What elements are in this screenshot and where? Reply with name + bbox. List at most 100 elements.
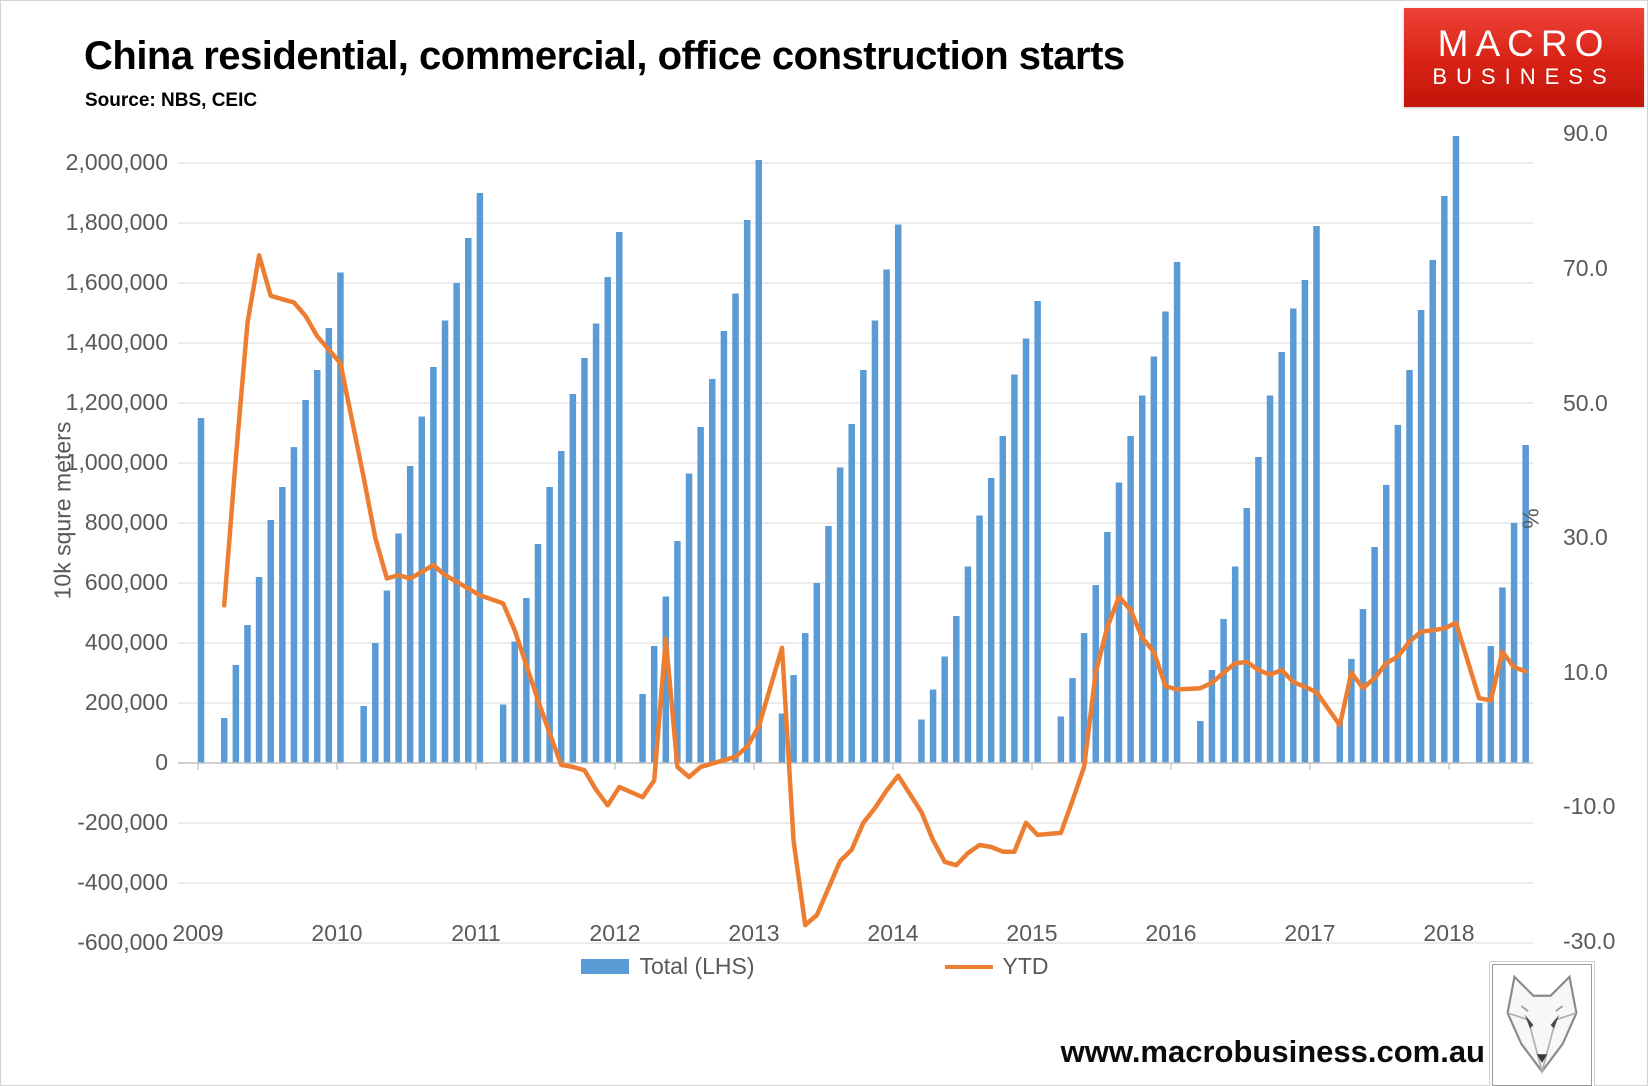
y-left-tick-label: -400,000 bbox=[77, 869, 168, 895]
total-bar bbox=[465, 238, 472, 763]
total-bar bbox=[732, 293, 739, 763]
total-bar bbox=[894, 224, 902, 763]
total-bar bbox=[313, 370, 321, 763]
total-bar bbox=[1475, 703, 1483, 763]
y-right-tick-label: -10.0 bbox=[1563, 793, 1616, 820]
y-left-tick-label: 200,000 bbox=[84, 689, 168, 715]
x-axis-year-label: 2018 bbox=[1423, 920, 1475, 946]
x-axis-year-label: 2012 bbox=[589, 920, 641, 946]
total-bar bbox=[1266, 395, 1274, 763]
total-bar bbox=[871, 320, 879, 763]
total-bar bbox=[1522, 445, 1529, 763]
y-left-tick-label: 1,800,000 bbox=[65, 209, 168, 235]
total-bar bbox=[709, 379, 716, 763]
total-bar bbox=[592, 323, 600, 763]
total-bar bbox=[1173, 262, 1181, 763]
y-left-tick-label: 400,000 bbox=[84, 629, 168, 655]
total-bar bbox=[848, 424, 855, 763]
total-bar bbox=[964, 566, 972, 763]
total-bar bbox=[674, 541, 681, 763]
total-bar bbox=[1115, 482, 1123, 763]
total-bar bbox=[1336, 721, 1344, 763]
x-axis-year-label: 2009 bbox=[172, 920, 224, 946]
total-bar bbox=[616, 232, 623, 763]
total-bar bbox=[825, 526, 832, 763]
y-right-tick-label: -30.0 bbox=[1563, 927, 1616, 954]
website-url: www.macrobusiness.com.au bbox=[1060, 1034, 1485, 1069]
total-bar bbox=[918, 719, 925, 763]
total-bar bbox=[1104, 532, 1111, 763]
total-bar bbox=[337, 272, 344, 763]
total-bar bbox=[883, 269, 890, 763]
total-bar bbox=[511, 641, 518, 763]
x-axis-year-label: 2016 bbox=[1145, 920, 1197, 946]
x-axis-year-label: 2014 bbox=[867, 920, 919, 946]
total-bar bbox=[1011, 374, 1018, 763]
total-bar bbox=[650, 646, 658, 763]
total-bar bbox=[279, 487, 286, 763]
total-bar bbox=[1127, 436, 1134, 763]
total-bar bbox=[372, 643, 379, 763]
legend-item-total: Total (LHS) bbox=[581, 953, 755, 980]
total-bar bbox=[685, 473, 693, 763]
total-bar bbox=[534, 544, 542, 763]
y-left-tick-label: 0 bbox=[155, 749, 168, 775]
total-bar bbox=[360, 706, 367, 763]
total-bar bbox=[941, 656, 948, 763]
total-bar bbox=[1255, 457, 1262, 763]
total-series-swatch bbox=[581, 959, 630, 974]
total-bar bbox=[557, 451, 565, 763]
total-bar bbox=[383, 590, 391, 763]
total-bar bbox=[476, 193, 484, 763]
total-bar bbox=[1313, 226, 1320, 763]
y-left-tick-label: 1,600,000 bbox=[65, 269, 168, 295]
fox-logo-box bbox=[1492, 964, 1592, 1086]
total-bar bbox=[1394, 424, 1402, 763]
total-bar bbox=[755, 160, 763, 763]
total-bar bbox=[662, 596, 670, 763]
total-bar bbox=[604, 277, 611, 763]
total-bar bbox=[1069, 678, 1076, 763]
y-left-tick-label: -600,000 bbox=[77, 929, 168, 955]
total-bar bbox=[1441, 196, 1448, 763]
y-left-tick-label: -200,000 bbox=[77, 809, 168, 835]
total-bar bbox=[1429, 259, 1436, 763]
source-note: Source: NBS, CEIC bbox=[85, 90, 258, 111]
total-bar bbox=[267, 520, 274, 763]
y-left-tick-label: 1,200,000 bbox=[65, 389, 168, 415]
y-left-tick-label: 600,000 bbox=[84, 569, 168, 595]
y-left-tick-label: 1,400,000 bbox=[65, 329, 168, 355]
logo-text-macro: MACRO bbox=[1437, 23, 1611, 65]
total-bar bbox=[801, 633, 809, 763]
fox-head-icon bbox=[1506, 974, 1578, 1075]
total-bar bbox=[453, 283, 460, 763]
total-bar bbox=[697, 427, 704, 763]
chart-title: China residential, commercial, office co… bbox=[84, 34, 1125, 78]
total-bar bbox=[929, 689, 937, 763]
ytd-line bbox=[221, 253, 1528, 928]
total-bar bbox=[1138, 395, 1146, 763]
total-bar bbox=[1022, 338, 1030, 763]
y-right-tick-label: 30.0 bbox=[1563, 524, 1608, 551]
total-bar bbox=[441, 320, 449, 763]
total-bar bbox=[1417, 310, 1425, 763]
total-bar bbox=[290, 447, 298, 763]
legend: Total (LHS) YTD bbox=[0, 953, 1630, 980]
total-bar bbox=[743, 220, 751, 763]
total-bar bbox=[325, 328, 333, 763]
logo-text-business: BUSINESS bbox=[1432, 63, 1616, 89]
total-bar bbox=[302, 400, 309, 763]
total-bar bbox=[499, 704, 507, 763]
total-bar bbox=[1452, 136, 1460, 763]
total-bar bbox=[778, 713, 786, 763]
total-bar bbox=[1208, 670, 1216, 763]
total-bar bbox=[976, 515, 983, 763]
y-left-tick-label: 1,000,000 bbox=[65, 449, 168, 475]
total-bar bbox=[523, 598, 530, 763]
y-right-tick-label: 90.0 bbox=[1563, 120, 1608, 147]
total-bar bbox=[1220, 619, 1227, 763]
x-axis-year-label: 2013 bbox=[728, 920, 780, 946]
total-bar bbox=[1371, 547, 1378, 763]
